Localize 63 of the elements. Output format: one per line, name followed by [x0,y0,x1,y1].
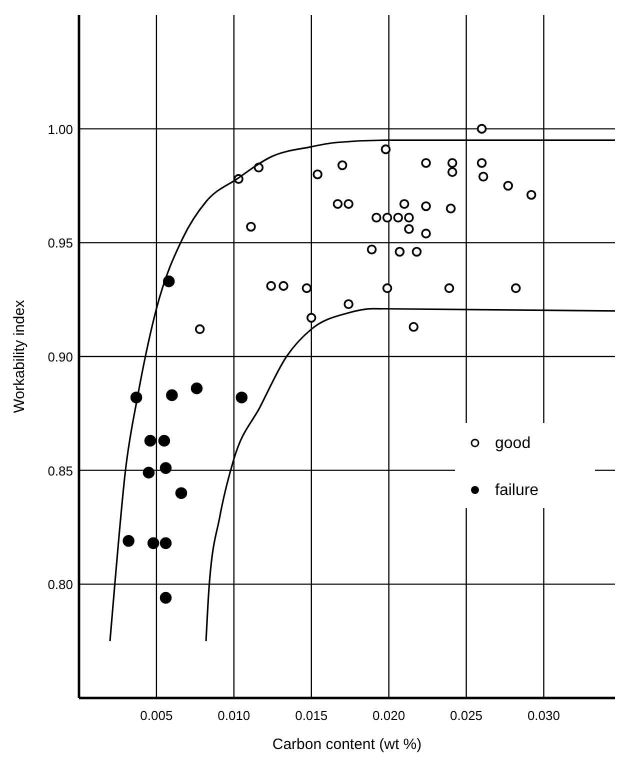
point [526,190,536,200]
point [302,283,312,294]
x-axis-title: Carbon content (wt %) [272,736,422,753]
legend-label: good [495,435,531,452]
point [246,222,256,232]
point [476,124,487,134]
point [510,283,521,294]
y-axis-title: Workability index [11,299,28,414]
point [404,224,414,234]
point [175,487,188,499]
point [306,312,316,323]
point [236,392,248,404]
point [393,212,404,223]
point [366,244,377,254]
point [412,246,422,257]
x-tick-label: 0.010 [218,708,250,723]
point [421,158,431,168]
point [266,281,276,291]
y-tick-label: 0.95 [48,236,73,251]
point [344,199,354,209]
y-tick-label: 0.85 [48,463,73,478]
point [399,199,410,209]
point [166,389,178,402]
point [382,283,392,294]
point [312,169,322,180]
point [332,199,343,209]
point [337,160,348,170]
point [421,228,431,238]
legend-label: failure [495,482,539,499]
point [160,462,172,474]
x-tick-label: 0.005 [140,708,173,723]
point [404,212,414,223]
y-tick-label: 1.00 [48,122,73,137]
y-tick-label: 0.80 [48,577,73,592]
point [476,158,487,168]
point [142,466,155,479]
point [394,246,405,257]
point [147,537,160,550]
x-tick-label: 0.030 [527,708,560,723]
point [278,281,288,291]
point [478,172,488,182]
point [190,382,203,394]
point [144,434,156,447]
x-tick-label: 0.015 [295,708,328,723]
point [380,144,391,154]
point [503,180,514,191]
point [344,299,354,310]
point [158,434,170,447]
point [122,535,134,547]
point [447,167,458,177]
point [408,322,419,332]
x-tick-label: 0.025 [450,708,483,723]
x-tick-label: 0.020 [372,708,406,723]
point [194,324,205,334]
point [421,201,431,212]
point [160,592,172,604]
point [382,212,392,223]
y-tick-label: 0.90 [48,350,73,364]
point [372,212,382,223]
point [447,158,458,168]
point [444,283,454,294]
point [446,204,456,214]
point [160,537,172,550]
